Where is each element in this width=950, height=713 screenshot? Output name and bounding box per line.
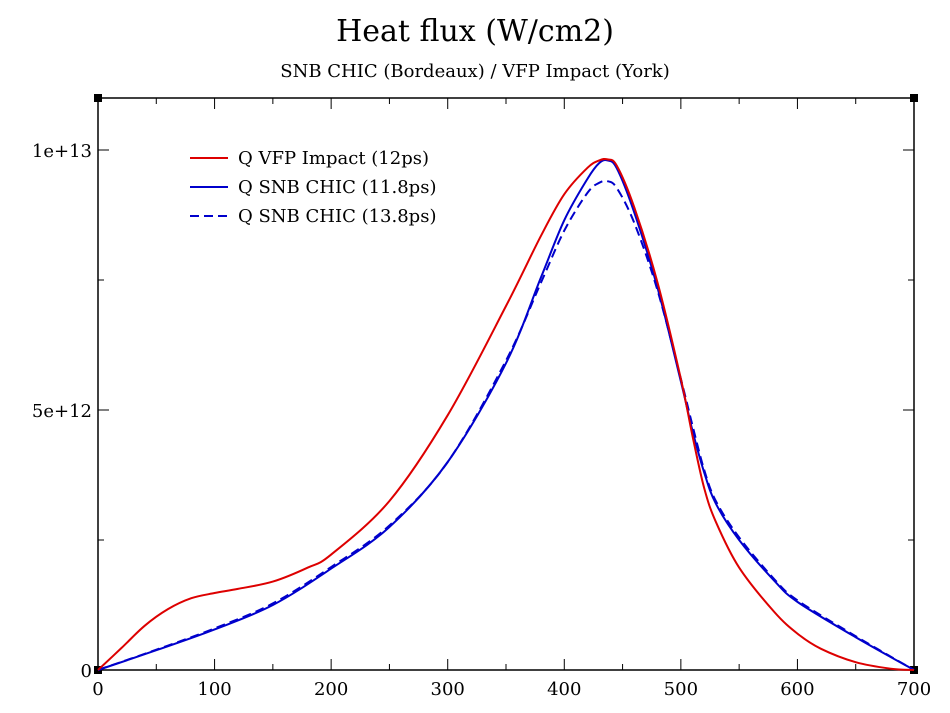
x-tick-label: 600: [780, 679, 814, 700]
series-line-q-vfp-impact-12ps: [97, 157, 915, 671]
y-tick-label: 1e+13: [32, 141, 92, 162]
series-line-q-snb-chic-13-8ps: [97, 179, 915, 671]
y-tick-label: 0: [81, 661, 92, 682]
x-tick-label: 200: [314, 679, 348, 700]
x-tick-label: 300: [431, 679, 465, 700]
x-tick-label: 100: [197, 679, 231, 700]
x-tick-label: 400: [547, 679, 581, 700]
chart-subtitle: SNB CHIC (Bordeaux) / VFP Impact (York): [280, 61, 670, 82]
legend-label: Q SNB CHIC (11.8ps): [238, 177, 436, 198]
x-tick-label: 700: [897, 679, 931, 700]
chart-title: Heat flux (W/cm2): [336, 14, 614, 49]
x-tick-label: 0: [92, 679, 103, 700]
y-tick-label: 5e+12: [32, 401, 92, 422]
x-tick-label: 500: [664, 679, 698, 700]
legend-label: Q VFP Impact (12ps): [238, 148, 429, 169]
legend-label: Q SNB CHIC (13.8ps): [238, 206, 436, 227]
plot-frame: [97, 97, 915, 671]
series-line-q-snb-chic-11-8ps: [97, 159, 915, 671]
